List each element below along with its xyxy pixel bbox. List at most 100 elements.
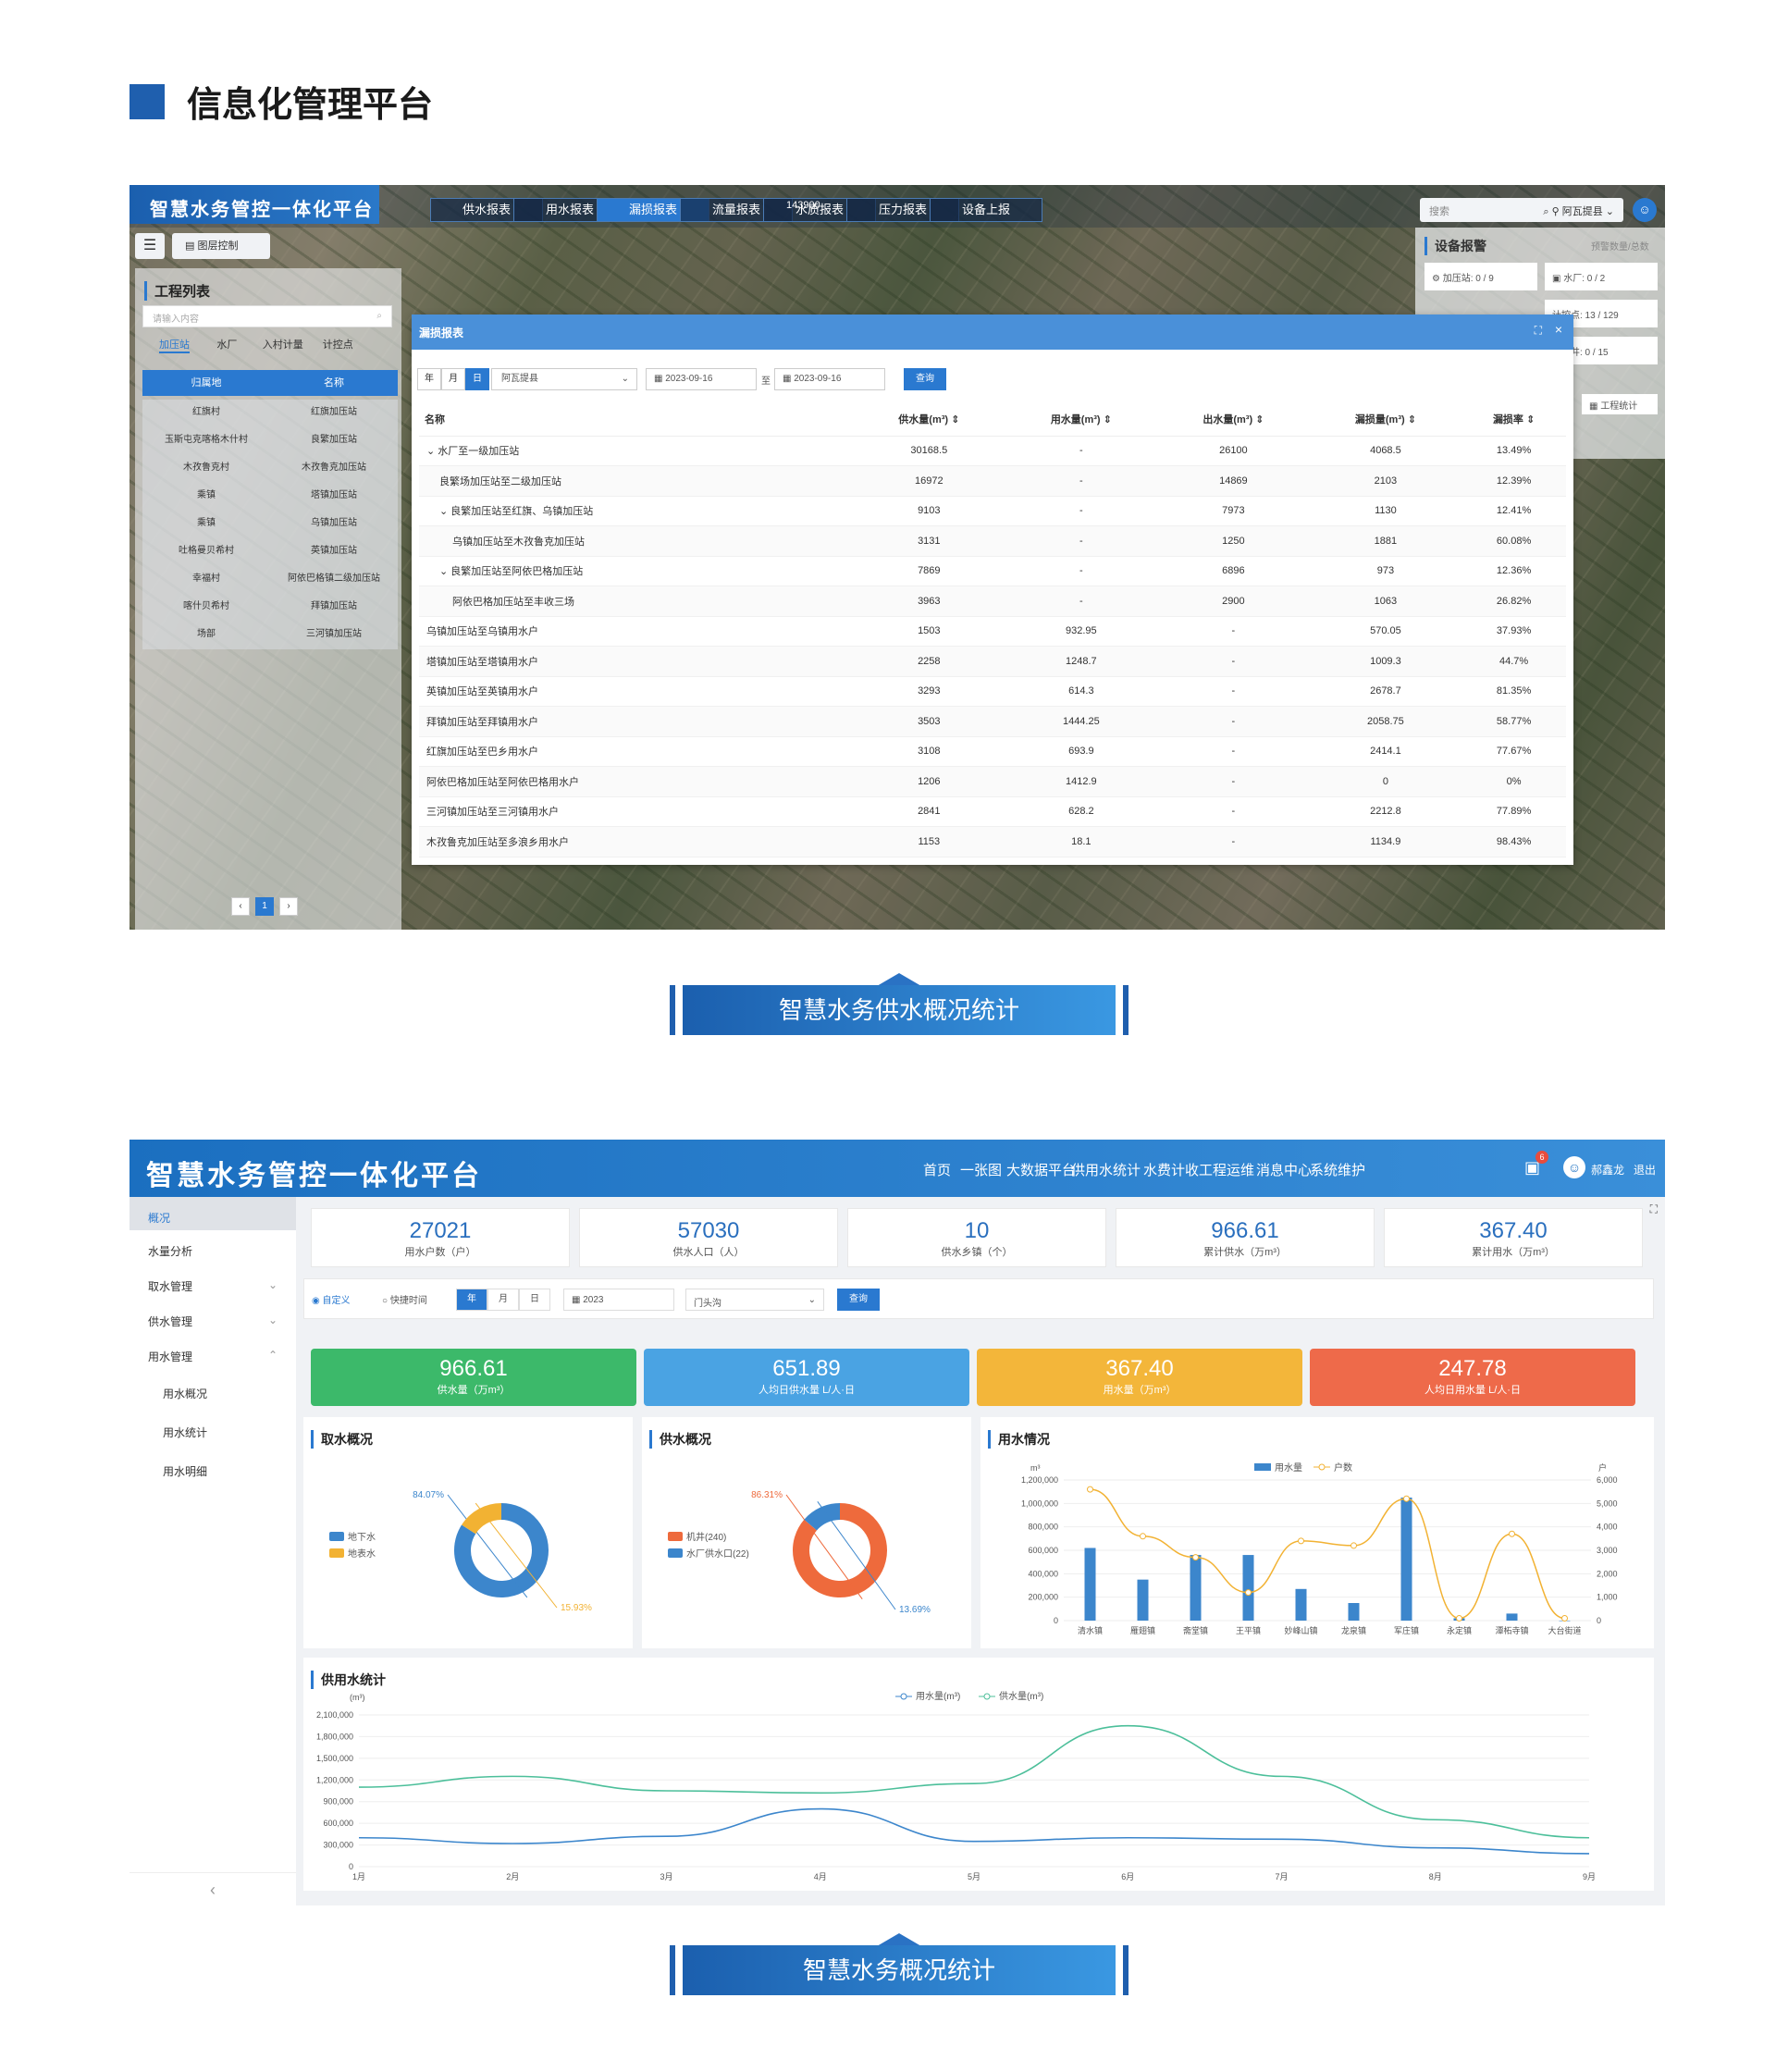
stat-label: 供水人口（人） — [672, 1247, 745, 1258]
project-row[interactable]: 喀什贝希村 拜镇加压站 — [142, 594, 398, 622]
table-row[interactable]: ⌄ 良繁加压站至红旗、乌镇加压站 9103-7973 1130 12.41% — [419, 496, 1566, 526]
project-row[interactable]: 红旗村 红旗加压站 — [142, 400, 398, 427]
prev-page-button[interactable]: ‹ — [231, 897, 250, 916]
logout-link[interactable]: 退出 — [1634, 1164, 1657, 1177]
project-type-tab[interactable]: 入村计量 — [262, 339, 303, 351]
query-button[interactable]: 查询 — [904, 368, 946, 390]
y-tick-label: 1,200,000 — [1021, 1475, 1058, 1485]
sidebar-subitem-usage-overview[interactable]: 用水概况 — [163, 1388, 208, 1400]
project-search-input[interactable]: 请输入内容 ⌕ — [142, 305, 392, 327]
table-row[interactable]: 阿依巴格加压站至阿依巴格用水户 1206 1412.9-0 0% — [419, 766, 1566, 797]
map-search-input[interactable]: 搜索 ⌕ ⚲ 阿瓦提县 ⌄ — [1420, 198, 1623, 222]
sidebar-item-intake[interactable]: 取水管理 ⌄ — [148, 1278, 278, 1293]
project-row[interactable]: 场部 三河镇加压站 — [142, 622, 398, 649]
project-type-tab[interactable]: 计控点 — [322, 339, 353, 351]
table-row[interactable]: 英镇加压站至英镇用水户 3293 614.3-2678.7 81.35% — [419, 676, 1566, 707]
table-row[interactable]: 三河镇加压站至三河镇用水户 2841 628.2-2212.8 77.89% — [419, 796, 1566, 827]
sidebar-item-usage[interactable]: 用水管理 ⌃ — [148, 1349, 278, 1363]
line-point — [1561, 1614, 1568, 1622]
x-tick-label: 永定镇 — [1447, 1625, 1472, 1635]
column-header[interactable]: 漏损量(m³) ⇕ — [1309, 402, 1462, 437]
column-header[interactable]: 名称 — [419, 402, 854, 437]
project-list-title: 工程列表 — [144, 281, 210, 301]
alarm-item-plant[interactable]: ▣ 水厂: 0 / 2 — [1545, 263, 1658, 290]
section-title: 信息化管理平台 — [187, 86, 434, 125]
table-row[interactable]: 良繁场加压站至二级加压站 16972-14869 2103 12.39% — [419, 465, 1566, 497]
legend-swatch — [668, 1548, 683, 1558]
column-header[interactable]: 用水量(m³) ⇕ — [1005, 402, 1158, 437]
search-icon: ⌕ — [376, 311, 382, 321]
project-row[interactable]: 玉斯屯克喀格木什村 良繁加压站 — [142, 427, 398, 455]
nav-item[interactable]: 大数据平台 — [1006, 1163, 1077, 1178]
to-label: 至 — [761, 376, 771, 387]
alarm-item-pump[interactable]: ⚙ 加压站: 0 / 9 — [1424, 263, 1537, 290]
fullscreen-icon[interactable]: ⛶ — [1534, 324, 1542, 337]
year-picker[interactable]: ▦ 2023 — [563, 1289, 674, 1311]
table-row[interactable]: ⌄ 良繁加压站至阿依巴格加压站 7869-6896 973 12.36% — [419, 556, 1566, 586]
nav-item[interactable]: 系统维护 — [1310, 1163, 1366, 1178]
sidebar-item-water-analysis[interactable]: 水量分析 — [148, 1245, 193, 1258]
close-icon[interactable]: × — [1554, 322, 1562, 337]
period-button[interactable]: 年 — [417, 368, 441, 390]
nav-item[interactable]: 首页 — [923, 1163, 952, 1178]
nav-item[interactable]: 工程运维 — [1199, 1163, 1255, 1178]
table-row[interactable]: 阿依巴格加压站至丰收三场 3963-2900 1063 26.82% — [419, 586, 1566, 617]
table-row[interactable]: 红旗加压站至巴乡用水户 3108 693.9-2414.1 77.67% — [419, 736, 1566, 767]
fullscreen-icon[interactable]: ⛶ — [1649, 1202, 1658, 1215]
user-avatar-icon[interactable]: ☺ — [1633, 198, 1657, 222]
stat-value: 966.61 — [1211, 1218, 1279, 1243]
project-stats-button[interactable]: ▦ 工程统计 — [1582, 394, 1658, 414]
page-1-button[interactable]: 1 — [255, 897, 274, 916]
intake-overview-card: 取水概况 84.07% 地下水 15.93% 地表水 — [303, 1417, 633, 1648]
layer-control-button[interactable]: ▤ 图层控制 — [172, 233, 270, 259]
bar — [1084, 1548, 1096, 1621]
column-header[interactable]: 出水量(m³) ⇕ — [1157, 402, 1310, 437]
project-type-tab[interactable]: 水厂 — [216, 339, 238, 351]
next-page-button[interactable]: › — [279, 897, 298, 916]
project-row[interactable]: 乘镇 乌镇加压站 — [142, 511, 398, 538]
period-button[interactable]: 月 — [441, 368, 465, 390]
radio-custom[interactable]: ◉ 自定义 — [312, 1296, 351, 1306]
column-header[interactable]: 供水量(m³) ⇕ — [853, 402, 1005, 437]
period-button[interactable]: 日 — [519, 1289, 550, 1311]
date-to-input[interactable]: ▦ 2023-09-16 — [774, 368, 885, 390]
sidebar-subitem-usage-detail[interactable]: 用水明细 — [163, 1465, 208, 1478]
table-row[interactable]: 拜镇加压站至拜镇用水户 3503 1444.25-2058.75 58.77% — [419, 706, 1566, 737]
donut-slice — [462, 1503, 502, 1535]
date-from-input[interactable]: ▦ 2023-09-16 — [646, 368, 757, 390]
column-header[interactable]: 漏损率 ⇕ — [1462, 402, 1566, 437]
collapse-sidebar-icon[interactable]: ‹ — [130, 1872, 296, 1906]
table-row[interactable]: 木孜鲁克加压站至多浪乡用水户 1153 18.1-1134.9 98.43% — [419, 826, 1566, 857]
sidebar-item-supply[interactable]: 供水管理 ⌄ — [148, 1314, 278, 1328]
menu-button[interactable]: ☰ — [135, 233, 165, 259]
county-select[interactable]: 阿瓦提县 ⌄ — [491, 368, 637, 390]
query-button[interactable]: 查询 — [837, 1289, 880, 1311]
stat-label: 用水户数（户） — [404, 1247, 476, 1258]
x-tick-label: 清水镇 — [1078, 1625, 1103, 1635]
sidebar-item-overview[interactable]: 概况 — [130, 1197, 296, 1230]
nav-item[interactable]: 消息中心 — [1256, 1163, 1313, 1178]
avatar[interactable]: ☺ — [1563, 1156, 1585, 1178]
message-icon[interactable]: ▣ — [1524, 1158, 1541, 1177]
nav-item[interactable]: 水费计收 — [1143, 1163, 1200, 1178]
project-type-tab[interactable]: 加压站 — [159, 337, 190, 353]
radio-quick[interactable]: ○ 快捷时间 — [382, 1296, 427, 1306]
report-tab[interactable]: 设备上报 — [930, 198, 1042, 222]
period-button[interactable]: 日 — [465, 368, 489, 390]
nav-item[interactable]: 一张图 — [960, 1163, 1003, 1178]
project-row[interactable]: 乘镇 塔镇加压站 — [142, 483, 398, 511]
sidebar-subitem-usage-stats[interactable]: 用水统计 — [163, 1426, 208, 1439]
y2-tick-label: 3,000 — [1597, 1546, 1618, 1555]
legend-label: 供水量(m³) — [999, 1690, 1043, 1702]
nav-item[interactable]: 供用水统计 — [1071, 1163, 1141, 1178]
table-row[interactable]: 乌镇加压站至木孜鲁克加压站 3131-1250 1881 60.08% — [419, 525, 1566, 557]
project-row[interactable]: 吐格曼贝希村 英镇加压站 — [142, 538, 398, 566]
table-row[interactable]: 塔镇加压站至塔镇用水户 2258 1248.7-1009.3 44.7% — [419, 646, 1566, 677]
period-button[interactable]: 月 — [487, 1289, 519, 1311]
site-select[interactable]: 门头沟 ⌄ — [685, 1289, 824, 1311]
table-row[interactable]: 乌镇加压站至乌镇用水户 1503 932.95-570.05 37.93% — [419, 616, 1566, 647]
project-row[interactable]: 幸福村 阿依巴格镇二级加压站 — [142, 566, 398, 594]
table-row[interactable]: ⌄ 水厂至一级加压站 30168.5-26100 4068.5 13.49% — [419, 436, 1566, 466]
period-button[interactable]: 年 — [456, 1289, 487, 1311]
project-row[interactable]: 木孜鲁克村 木孜鲁克加压站 — [142, 455, 398, 483]
